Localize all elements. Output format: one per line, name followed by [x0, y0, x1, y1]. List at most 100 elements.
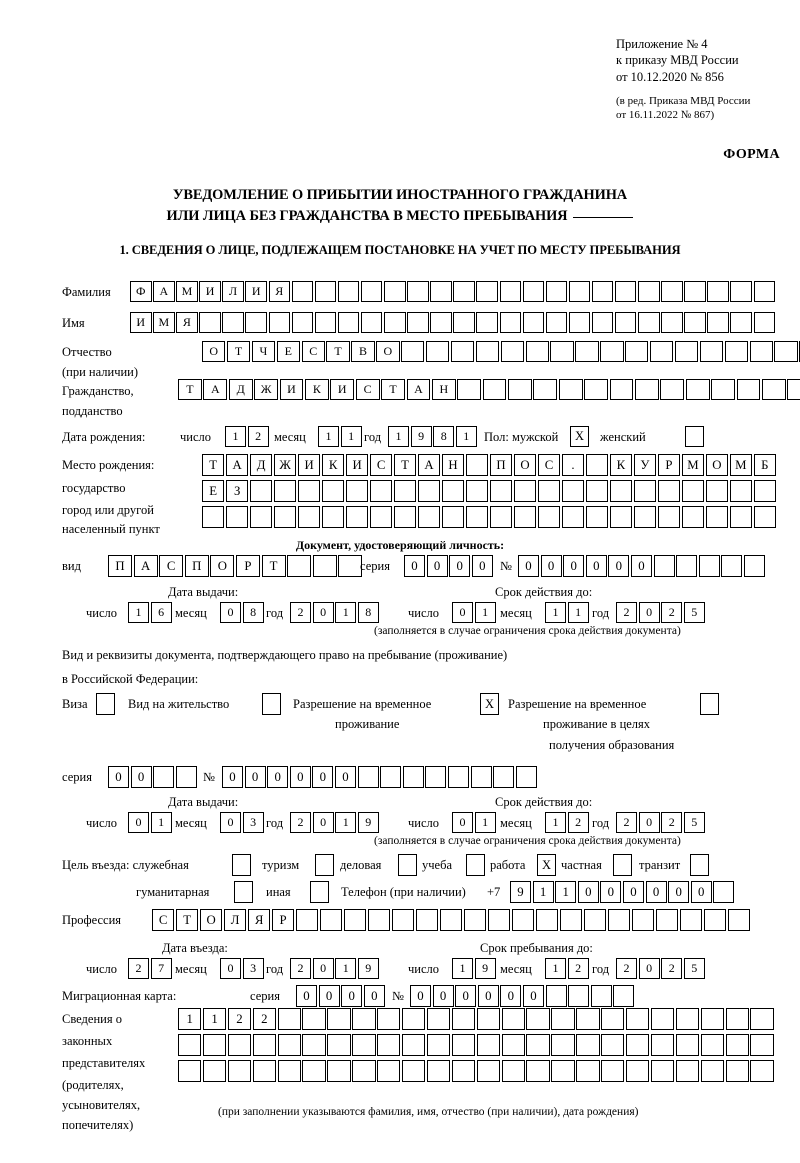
char-cell[interactable] [426, 1060, 451, 1082]
char-cell[interactable] [727, 909, 751, 931]
char-cell[interactable] [713, 881, 735, 903]
char-cell[interactable] [476, 312, 498, 333]
char-cell[interactable] [343, 909, 367, 931]
char-cell[interactable] [314, 281, 337, 302]
char-cell[interactable] [476, 281, 498, 302]
legal-rep-line3-cells[interactable] [178, 1060, 775, 1082]
char-cell[interactable] [522, 312, 545, 333]
char-cell[interactable] [725, 1008, 749, 1030]
char-cell[interactable] [576, 1060, 600, 1082]
char-cell[interactable]: 0 [130, 766, 152, 788]
char-cell[interactable] [407, 312, 429, 333]
char-cell[interactable] [609, 480, 633, 502]
char-cell[interactable] [526, 1034, 550, 1056]
char-cell[interactable]: 0 [645, 881, 667, 903]
char-cell[interactable] [526, 1008, 550, 1030]
char-cell[interactable]: И [345, 454, 369, 476]
char-cell[interactable] [360, 281, 383, 302]
char-cell[interactable]: 1 [225, 426, 246, 447]
char-cell[interactable]: 2 [661, 812, 683, 833]
char-cell[interactable] [314, 312, 337, 333]
char-cell[interactable]: А [406, 379, 431, 400]
char-cell[interactable] [295, 909, 319, 931]
char-cell[interactable] [743, 555, 765, 577]
char-cell[interactable]: 0 [426, 555, 448, 577]
char-cell[interactable]: З [225, 480, 249, 502]
char-cell[interactable] [499, 281, 521, 302]
char-cell[interactable] [476, 1060, 500, 1082]
char-cell[interactable]: Ж [254, 379, 278, 400]
char-cell[interactable] [638, 281, 660, 302]
temp-residence-edu-checkbox[interactable] [700, 693, 719, 715]
char-cell[interactable]: 5 [683, 812, 705, 833]
visa-checkbox[interactable] [96, 693, 115, 715]
char-cell[interactable] [493, 766, 515, 788]
char-cell[interactable]: 0 [518, 555, 539, 577]
char-cell[interactable]: 0 [220, 812, 241, 833]
char-cell[interactable]: . [561, 454, 585, 476]
char-cell[interactable] [199, 312, 221, 333]
char-cell[interactable]: 2 [616, 602, 637, 623]
char-cell[interactable]: 0 [630, 555, 652, 577]
char-cell[interactable]: С [301, 341, 325, 362]
char-cell[interactable]: 0 [108, 766, 129, 788]
char-cell[interactable]: 0 [128, 812, 149, 833]
char-cell[interactable] [700, 1060, 724, 1082]
char-cell[interactable] [535, 909, 559, 931]
char-cell[interactable] [430, 312, 452, 333]
char-cell[interactable] [402, 1034, 426, 1056]
char-cell[interactable] [591, 281, 614, 302]
char-cell[interactable] [730, 312, 752, 333]
char-cell[interactable] [650, 1008, 675, 1030]
char-cell[interactable] [537, 480, 561, 502]
char-cell[interactable] [249, 480, 273, 502]
char-cell[interactable]: 6 [150, 602, 172, 623]
char-cell[interactable]: 9 [510, 881, 531, 903]
char-cell[interactable] [178, 1034, 202, 1056]
char-cell[interactable] [774, 341, 798, 362]
char-cell[interactable]: 1 [388, 426, 409, 447]
char-cell[interactable] [402, 766, 424, 788]
char-cell[interactable] [675, 1008, 700, 1030]
char-cell[interactable] [633, 480, 657, 502]
char-cell[interactable]: 0 [452, 812, 473, 833]
char-cell[interactable]: 0 [522, 985, 544, 1007]
char-cell[interactable]: 0 [244, 766, 266, 788]
char-cell[interactable] [393, 480, 417, 502]
char-cell[interactable] [377, 1008, 401, 1030]
char-cell[interactable]: 0 [432, 985, 454, 1007]
char-cell[interactable]: 2 [227, 1008, 252, 1030]
char-cell[interactable]: 2 [290, 958, 311, 979]
char-cell[interactable] [626, 1034, 650, 1056]
char-cell[interactable] [426, 1034, 451, 1056]
char-cell[interactable]: 0 [312, 766, 334, 788]
char-cell[interactable] [585, 506, 609, 528]
char-cell[interactable] [725, 1034, 749, 1056]
char-cell[interactable] [175, 766, 197, 788]
char-cell[interactable] [576, 1034, 600, 1056]
char-cell[interactable] [508, 379, 532, 400]
char-cell[interactable] [633, 506, 657, 528]
char-cell[interactable] [753, 312, 776, 333]
char-cell[interactable]: 1 [532, 881, 554, 903]
char-cell[interactable]: Т [178, 379, 202, 400]
char-cell[interactable] [345, 480, 369, 502]
char-cell[interactable] [661, 281, 683, 302]
purpose-private-checkbox[interactable] [613, 854, 632, 876]
purpose-humanitarian-checkbox[interactable] [234, 881, 253, 903]
char-cell[interactable] [441, 480, 465, 502]
char-cell[interactable]: 0 [449, 555, 471, 577]
char-cell[interactable] [655, 909, 679, 931]
char-cell[interactable]: 1 [128, 602, 149, 623]
char-cell[interactable]: 0 [622, 881, 644, 903]
char-cell[interactable] [369, 506, 393, 528]
